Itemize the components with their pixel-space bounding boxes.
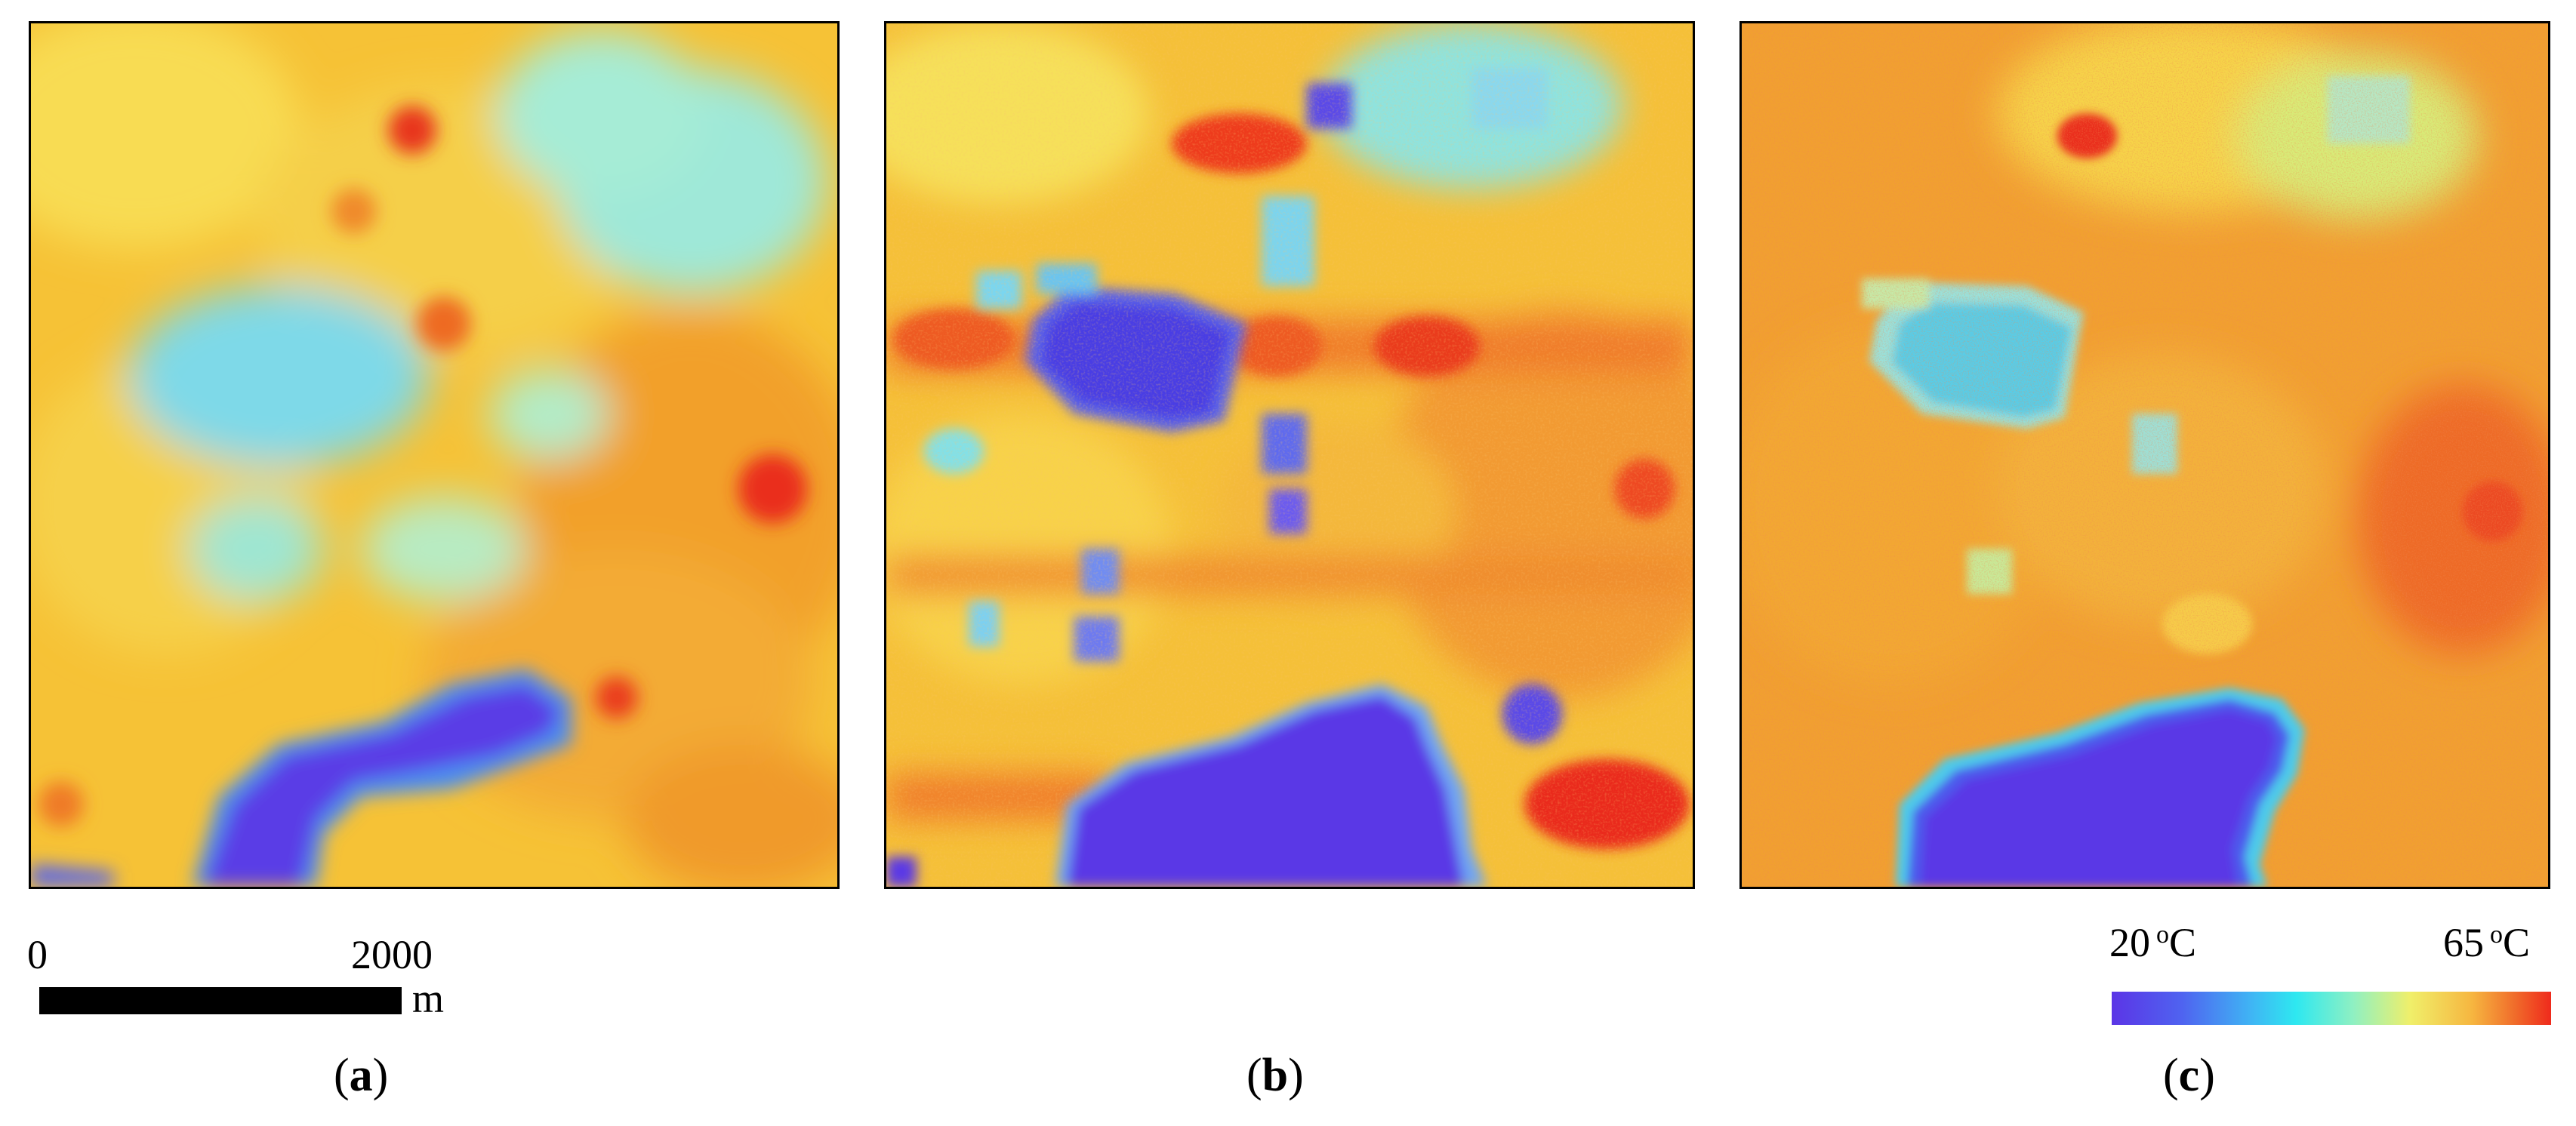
colorbar-unit: C xyxy=(2503,920,2531,965)
caption-c: (c) xyxy=(2163,1050,2215,1101)
colorbar-max-value: 65 xyxy=(2443,920,2484,965)
caption-letter: b xyxy=(1262,1050,1289,1101)
lst-map-fine xyxy=(1742,23,2548,887)
lst-map-coarse xyxy=(31,23,837,887)
lst-map-fused xyxy=(886,23,1693,887)
scale-bar-unit: m xyxy=(412,976,445,1021)
scale-bar-max-label: 2000 xyxy=(351,932,433,977)
caption-b: (b) xyxy=(1246,1050,1304,1101)
degree-mark: o xyxy=(2490,921,2503,949)
temperature-colorbar xyxy=(2112,992,2551,1025)
scale-bar xyxy=(39,987,402,1014)
colorbar-min-label: 20 oC xyxy=(2109,920,2197,965)
colorbar-min-value: 20 xyxy=(2109,920,2150,965)
colorbar-max-label: 65 oC xyxy=(2443,920,2531,965)
colorbar-unit: C xyxy=(2169,920,2197,965)
scale-bar-min-label: 0 xyxy=(27,932,48,977)
caption-letter: a xyxy=(349,1050,373,1101)
map-panel-b xyxy=(884,21,1695,889)
degree-mark: o xyxy=(2156,921,2169,949)
caption-letter: c xyxy=(2178,1050,2200,1101)
caption-a: (a) xyxy=(334,1050,389,1101)
map-panel-a xyxy=(29,21,840,889)
map-panel-c xyxy=(1739,21,2550,889)
